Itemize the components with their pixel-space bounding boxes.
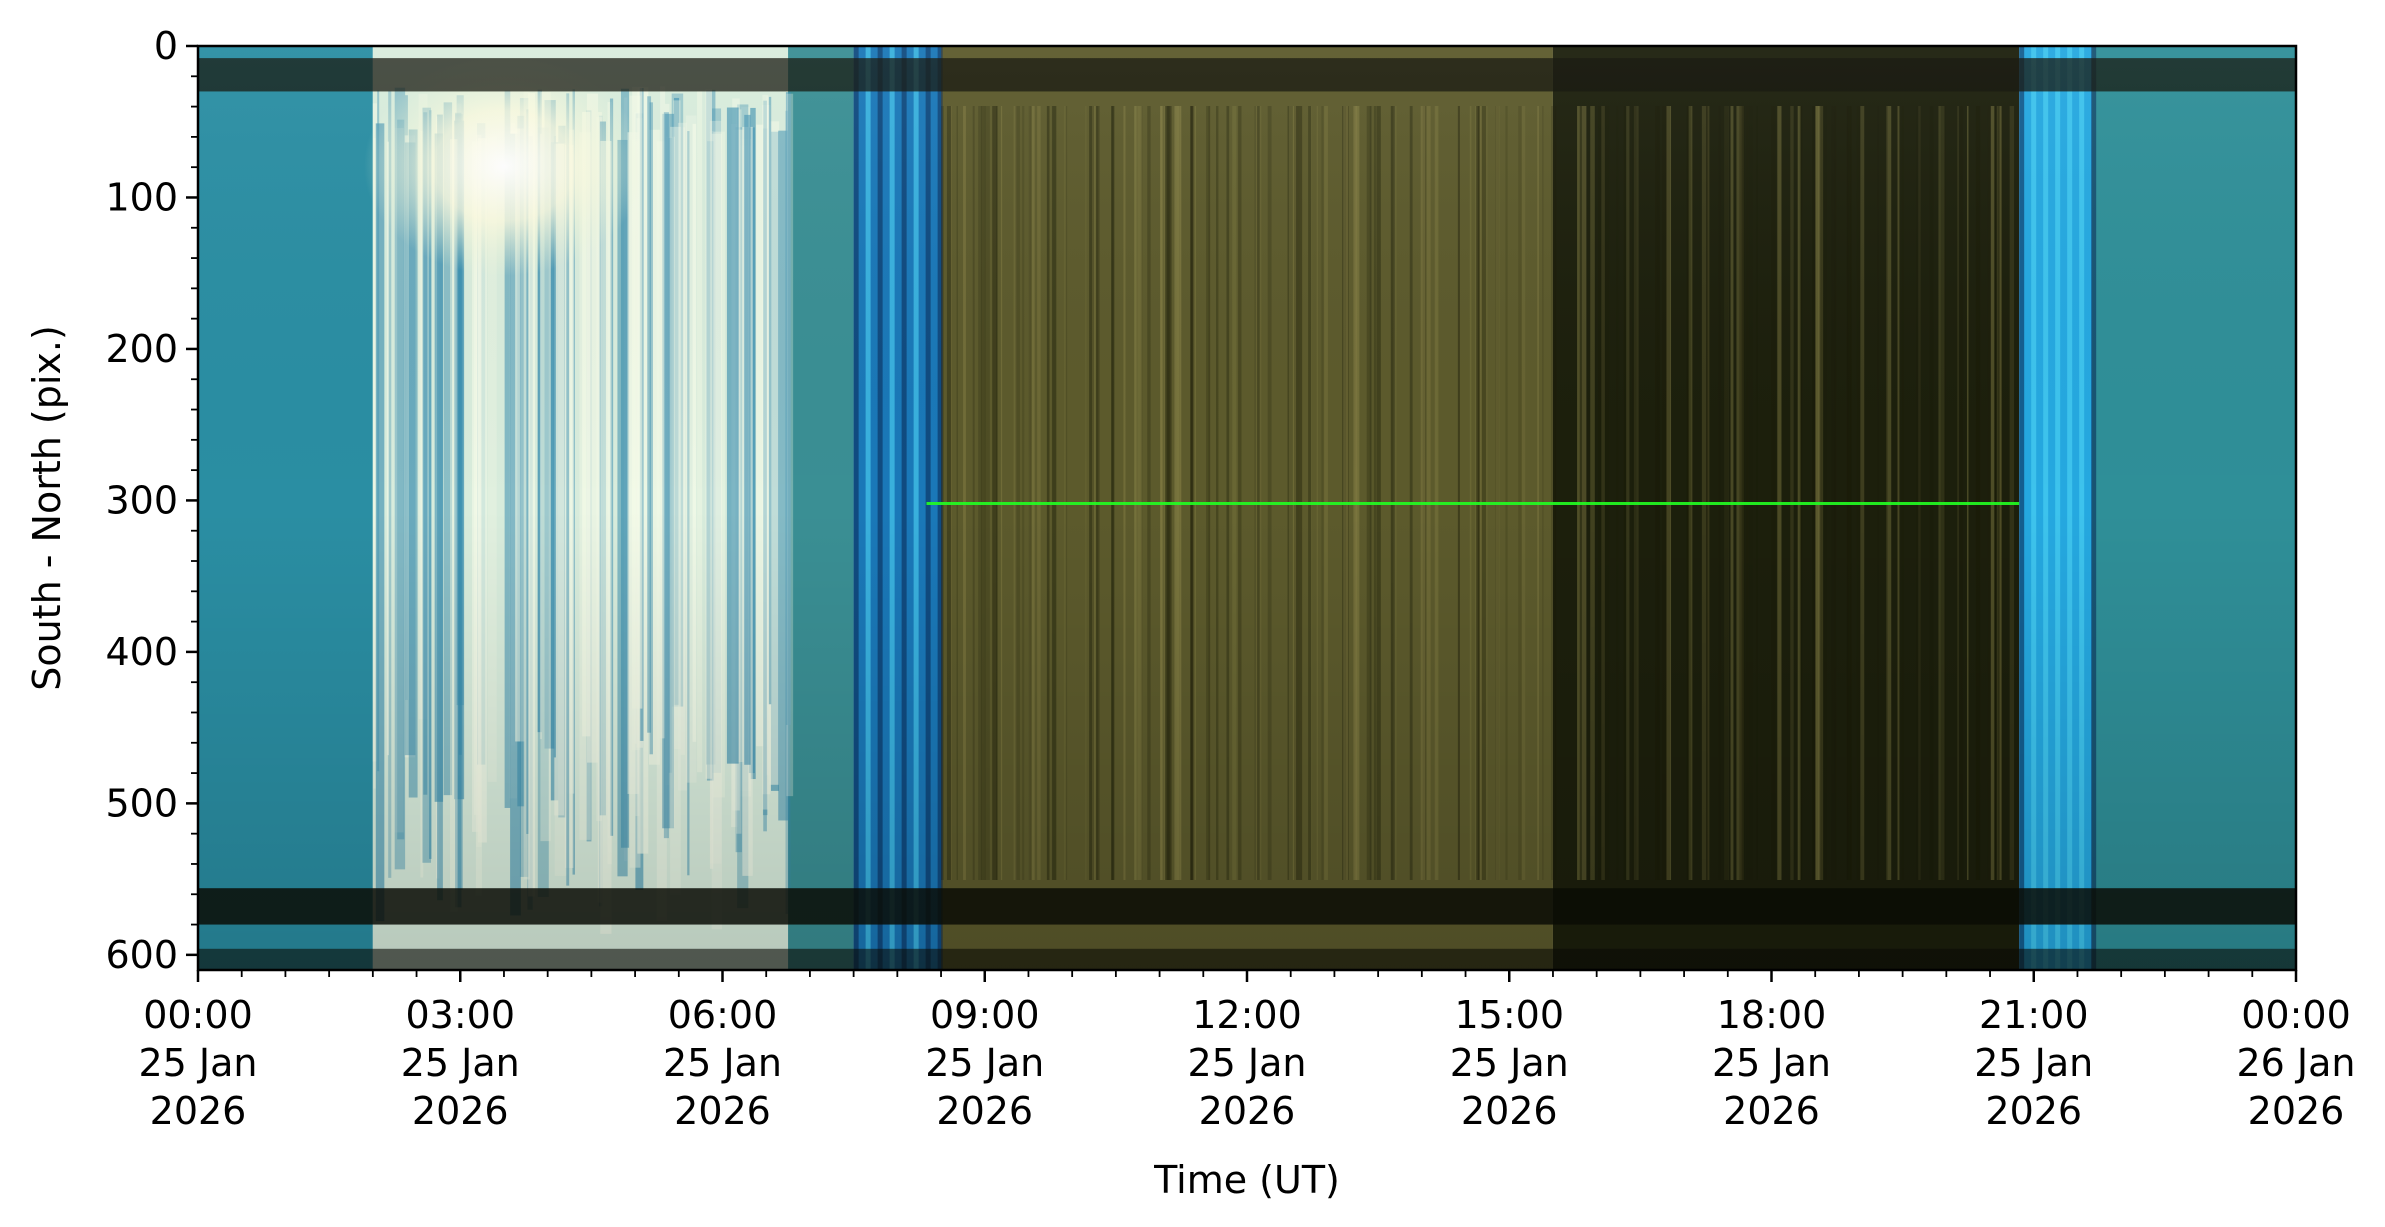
x-tick-label: 06:00 bbox=[668, 993, 778, 1037]
x-tick-label: 2026 bbox=[936, 1089, 1033, 1133]
y-axis-label: South - North (pix.) bbox=[25, 325, 69, 691]
y-tick-label: 0 bbox=[154, 24, 178, 68]
x-tick-label: 2026 bbox=[1199, 1089, 1296, 1133]
y-tick-label: 400 bbox=[105, 630, 178, 674]
y-tick-label: 200 bbox=[105, 327, 178, 371]
keogram-image bbox=[198, 46, 2296, 970]
x-tick-label: 25 Jan bbox=[401, 1041, 520, 1085]
x-tick-label: 2026 bbox=[674, 1089, 771, 1133]
x-tick-label: 00:00 bbox=[2241, 993, 2351, 1037]
y-axis: 0 100 200 300 400 500 600 bbox=[105, 24, 198, 977]
x-tick-label: 00:00 bbox=[143, 993, 253, 1037]
x-tick-label: 25 Jan bbox=[1974, 1041, 2093, 1085]
x-tick-label: 2026 bbox=[1723, 1089, 1820, 1133]
x-tick-label: 2026 bbox=[412, 1089, 509, 1133]
x-tick-label: 2026 bbox=[2248, 1089, 2345, 1133]
x-tick-label: 25 Jan bbox=[663, 1041, 782, 1085]
y-tick-label: 300 bbox=[105, 478, 178, 522]
x-tick-label: 25 Jan bbox=[1712, 1041, 1831, 1085]
x-tick-label: 21:00 bbox=[1979, 993, 2089, 1037]
x-tick-label: 25 Jan bbox=[1187, 1041, 1306, 1085]
shade bbox=[198, 46, 2296, 970]
x-tick-label: 03:00 bbox=[405, 993, 515, 1037]
x-tick-label: 15:00 bbox=[1454, 993, 1564, 1037]
x-tick-label: 25 Jan bbox=[925, 1041, 1044, 1085]
x-tick-label: 2026 bbox=[150, 1089, 247, 1133]
x-tick-label: 26 Jan bbox=[2236, 1041, 2355, 1085]
x-tick-label: 12:00 bbox=[1192, 993, 1302, 1037]
x-tick-label: 2026 bbox=[1461, 1089, 1558, 1133]
y-tick-label: 600 bbox=[105, 933, 178, 977]
x-axis-label: Time (UT) bbox=[1153, 1158, 1340, 1202]
x-tick-label: 2026 bbox=[1985, 1089, 2082, 1133]
x-tick-label: 18:00 bbox=[1717, 993, 1827, 1037]
y-tick-label: 500 bbox=[105, 781, 178, 825]
x-tick-label: 25 Jan bbox=[1450, 1041, 1569, 1085]
x-tick-label: 09:00 bbox=[930, 993, 1040, 1037]
y-tick-label: 100 bbox=[105, 175, 178, 219]
x-tick-label: 25 Jan bbox=[138, 1041, 257, 1085]
